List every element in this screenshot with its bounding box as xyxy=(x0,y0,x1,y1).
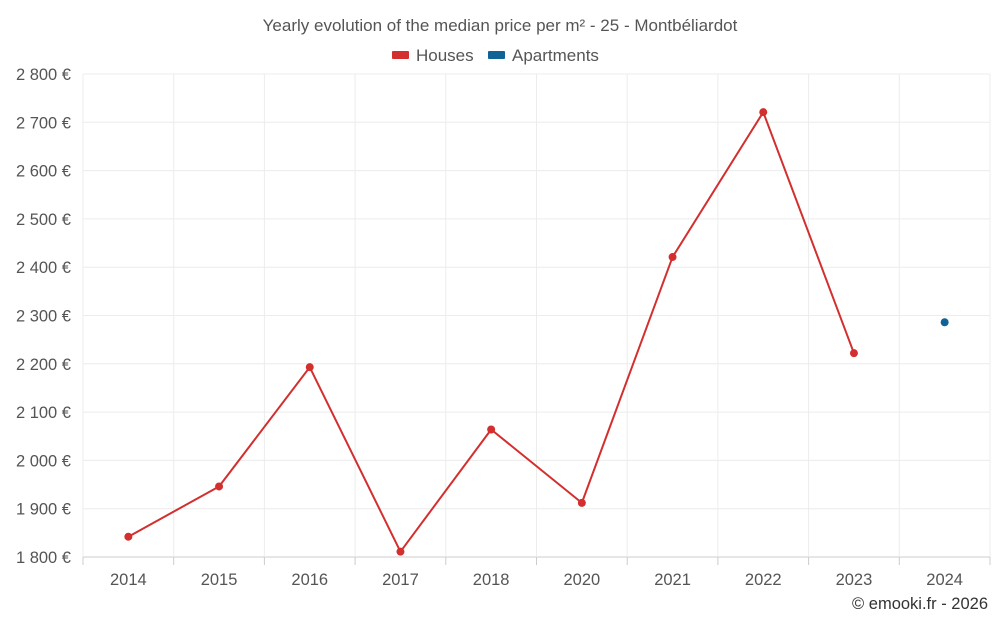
x-tick-label: 2024 xyxy=(926,571,963,589)
data-point-houses[interactable] xyxy=(305,363,314,372)
x-tick-label: 2020 xyxy=(563,571,600,589)
legend-item-houses[interactable]: Houses xyxy=(392,46,474,65)
y-tick-label: 2 300 € xyxy=(16,308,71,326)
copyright-footer: © emooki.fr - 2026 xyxy=(852,595,988,613)
legend-label-apartments: Apartments xyxy=(512,46,599,65)
y-tick-label: 1 900 € xyxy=(16,501,71,519)
data-point-houses[interactable] xyxy=(577,498,586,507)
y-tick-label: 2 400 € xyxy=(16,259,71,277)
x-tick-label: 2014 xyxy=(110,571,147,589)
y-tick-label: 2 800 € xyxy=(16,66,71,84)
y-tick-label: 2 500 € xyxy=(16,211,71,229)
x-tick-label: 2016 xyxy=(291,571,328,589)
y-tick-label: 2 000 € xyxy=(16,452,71,470)
y-tick-label: 2 600 € xyxy=(16,163,71,181)
y-axis: 1 800 € 1 900 € 2 000 € 2 100 € 2 200 € 2 300… xyxy=(16,66,71,567)
grid xyxy=(82,73,991,558)
x-axis: 2014 2015 2016 2017 2018 2020 2021 2022 2023 2024 xyxy=(82,557,991,589)
chart-title: Yearly evolution of the median price per… xyxy=(263,16,738,35)
x-tick-label: 2021 xyxy=(654,571,691,589)
x-tick-label: 2015 xyxy=(201,571,238,589)
legend-swatch-houses xyxy=(392,51,409,59)
data-point-houses[interactable] xyxy=(487,425,496,434)
data-point-houses[interactable] xyxy=(849,349,858,358)
data-point-apartments[interactable] xyxy=(940,318,949,327)
series-apartments xyxy=(940,318,949,327)
x-tick-label: 2018 xyxy=(473,571,510,589)
legend-swatch-apartments xyxy=(488,51,505,59)
y-tick-label: 2 100 € xyxy=(16,404,71,422)
data-point-houses[interactable] xyxy=(759,108,768,117)
y-tick-label: 2 200 € xyxy=(16,356,71,374)
legend-item-apartments[interactable]: Apartments xyxy=(488,46,599,65)
data-point-houses[interactable] xyxy=(396,547,405,556)
legend-label-houses: Houses xyxy=(416,46,474,65)
x-tick-label: 2023 xyxy=(836,571,873,589)
series-layer xyxy=(124,108,949,556)
data-point-houses[interactable] xyxy=(215,482,224,491)
x-tick-label: 2017 xyxy=(382,571,419,589)
data-point-houses[interactable] xyxy=(668,253,677,262)
legend: Houses Apartments xyxy=(392,46,599,65)
data-point-houses[interactable] xyxy=(124,532,133,541)
y-tick-label: 2 700 € xyxy=(16,114,71,132)
x-tick-label: 2022 xyxy=(745,571,782,589)
series-line-houses xyxy=(127,111,855,553)
series-houses xyxy=(124,108,858,556)
y-tick-label: 1 800 € xyxy=(16,549,71,567)
